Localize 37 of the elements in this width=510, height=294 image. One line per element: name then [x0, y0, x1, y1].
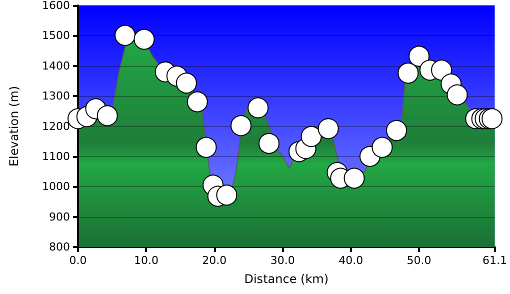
y-tick-label: 1000	[42, 180, 70, 194]
x-tick-label: 20.0	[202, 254, 227, 267]
point	[248, 97, 269, 118]
point	[372, 136, 393, 158]
point	[134, 28, 155, 50]
point	[446, 84, 468, 106]
point	[386, 120, 408, 141]
y-tick-label: 1200	[42, 120, 70, 133]
x-tick-label: 61.1	[482, 254, 508, 267]
x-tick-label: 30.0	[270, 254, 295, 267]
y-tick-label: 1400	[42, 59, 70, 72]
x-tick-label: 40.0	[338, 254, 364, 267]
point	[258, 132, 280, 154]
point	[114, 24, 136, 46]
point	[186, 91, 208, 112]
point	[216, 184, 238, 206]
x-axis-title: Distance (km)	[244, 272, 329, 286]
point	[318, 118, 339, 140]
point	[230, 115, 252, 136]
x-tick-label: 0.0	[69, 254, 87, 267]
x-tick-label: 10.0	[134, 254, 158, 267]
y-tick-label: 1500	[42, 29, 70, 42]
point	[408, 46, 430, 67]
y-tick-label: 1100	[42, 150, 70, 163]
x-tick-label: 50.0	[406, 254, 432, 267]
y-tick-label: 1600	[42, 0, 70, 12]
point	[196, 136, 217, 158]
point	[176, 72, 197, 94]
y-tick-label: 1300	[42, 90, 70, 103]
y-tick-label: 800	[49, 240, 70, 254]
point	[344, 168, 365, 189]
point	[398, 62, 419, 84]
point	[96, 105, 118, 126]
point	[431, 60, 452, 81]
point	[300, 126, 322, 148]
y-axis-title: Elevation (m)	[7, 86, 21, 167]
y-tick-label: 900	[49, 210, 70, 224]
